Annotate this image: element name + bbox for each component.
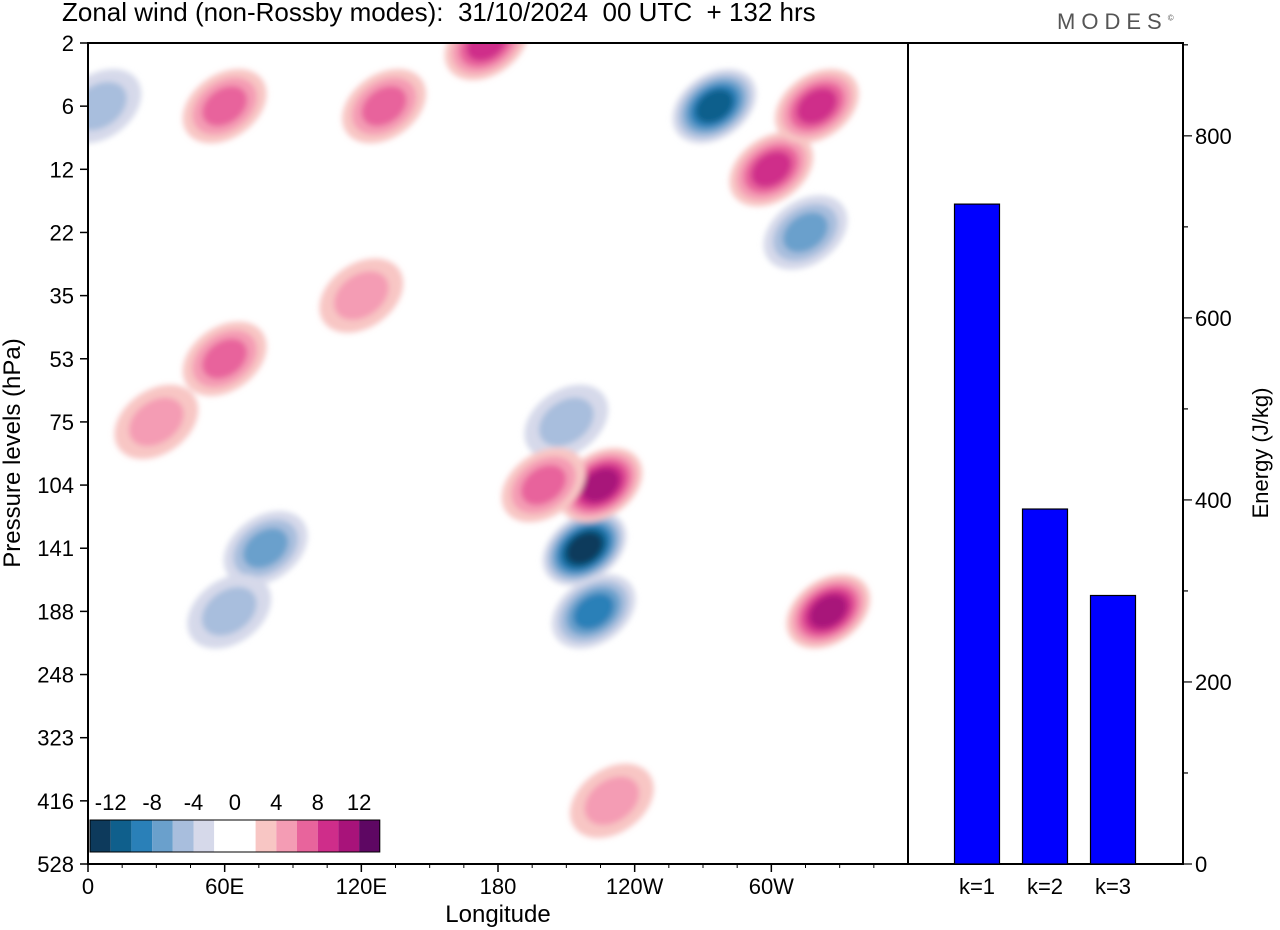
x-tick-label: 120E <box>336 874 387 899</box>
colorbar-label: -8 <box>142 790 162 815</box>
colorbar-swatch <box>110 820 132 852</box>
y-tick-label: 248 <box>37 663 74 688</box>
x-tick-label: 60W <box>749 874 794 899</box>
colorbar-frame <box>89 819 381 853</box>
heatmap-cell <box>573 593 614 630</box>
colorbar-label: 4 <box>270 790 282 815</box>
y-tick-label: 22 <box>50 220 74 245</box>
colorbar: -12 -8 -4 0 4 8 12 <box>89 790 381 853</box>
colorbar-swatch <box>214 820 235 852</box>
heatmap-cell <box>128 397 184 447</box>
colorbar-swatch <box>234 820 256 852</box>
heatmap-cell <box>809 594 847 628</box>
logo-text: MODES <box>1057 9 1168 34</box>
colorbar-label: -12 <box>95 790 127 815</box>
heatmap-cell <box>202 338 248 379</box>
logo-mark: © <box>1167 13 1174 23</box>
colorbar-swatch <box>317 820 339 852</box>
y-tick-label: 12 <box>50 157 74 182</box>
energy-bar <box>1089 594 1137 865</box>
x-tick-label: 60E <box>205 874 244 899</box>
heatmap-panel <box>88 43 908 864</box>
colorbar-swatch <box>172 820 194 852</box>
energy-tick-label: 200 <box>1195 670 1232 695</box>
heatmap-cell <box>782 212 829 253</box>
heatmap-cell <box>796 88 837 125</box>
energy-tick-label: 400 <box>1195 488 1232 513</box>
colorbar-swatch <box>297 820 318 852</box>
x-tick-label: 120W <box>606 874 664 899</box>
energy-bar-panel: k=1 k=2 k=3 0 200 400 600 800 Energy (J/kg) <box>907 42 1273 899</box>
bar-category-label: k=1 <box>959 874 995 899</box>
heatmap-cell <box>751 151 792 188</box>
y-axis-label: Pressure levels (hPa) <box>0 338 26 567</box>
x-tick-label: 0 <box>82 874 94 899</box>
heatmap-cell <box>361 86 407 127</box>
colorbar-label: 0 <box>229 790 241 815</box>
heatmap-cell <box>695 89 734 123</box>
heatmap-cell <box>584 776 640 826</box>
y-tick-label: 75 <box>50 410 74 435</box>
x-tick-label: 180 <box>480 874 517 899</box>
colorbar-label: 12 <box>347 790 371 815</box>
colorbar-swatch <box>193 820 215 852</box>
bar-category-label: k=3 <box>1095 874 1131 899</box>
energy-axis-label: Energy (J/kg) <box>1248 388 1273 519</box>
heatmap-cell <box>202 86 248 127</box>
y-tick-label: 35 <box>50 284 74 309</box>
heatmap-cell <box>201 587 257 636</box>
y-tick-label: 6 <box>62 94 74 119</box>
heatmap-cell <box>466 43 507 61</box>
heatmap-cell <box>538 397 594 447</box>
colorbar-swatch <box>255 820 277 852</box>
chart-title: Zonal wind (non-Rossby modes): 31/10/202… <box>62 0 816 27</box>
modes-logo: MODES© <box>1057 9 1174 35</box>
bar-category-label: k=2 <box>1027 874 1063 899</box>
y-tick-label: 141 <box>37 536 74 561</box>
colorbar-swatch <box>152 820 173 852</box>
heatmap-cell <box>243 528 289 569</box>
heatmap-cell <box>88 81 127 131</box>
heatmap-cell <box>333 271 389 320</box>
colorbar-swatch <box>359 820 380 852</box>
energy-bar <box>1021 508 1069 865</box>
y-tick-label: 416 <box>37 789 74 814</box>
colorbar-swatch <box>131 820 153 852</box>
colorbar-swatch <box>276 820 297 852</box>
heatmap-cell <box>521 465 567 506</box>
heatmap-cell <box>581 468 620 502</box>
y-tick-label: 323 <box>37 726 74 751</box>
energy-tick-label: 600 <box>1195 306 1232 331</box>
energy-tick-label: 0 <box>1195 852 1207 877</box>
colorbar-swatch <box>338 820 360 852</box>
y-tick-label: 528 <box>37 852 74 877</box>
y-tick-label: 2 <box>62 31 74 56</box>
y-tick-label: 188 <box>37 599 74 624</box>
energy-bar <box>953 203 1001 865</box>
energy-tick-label: 800 <box>1195 124 1232 149</box>
x-axis-label: Longitude <box>445 901 550 928</box>
colorbar-swatch <box>90 820 111 852</box>
colorbar-label: 8 <box>312 790 324 815</box>
colorbar-label: -4 <box>184 790 204 815</box>
y-tick-label: 104 <box>37 473 74 498</box>
heatmap-cell <box>566 532 603 564</box>
y-tick-label: 53 <box>50 347 74 372</box>
